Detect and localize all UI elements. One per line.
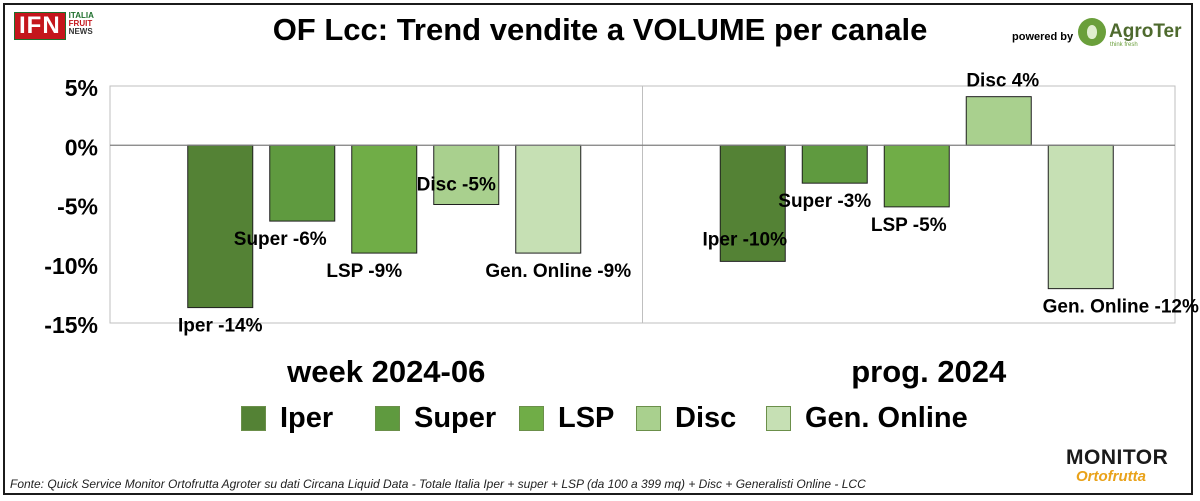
monitor-logo-line1: MONITOR: [1066, 446, 1169, 469]
category-label: week 2024-06: [286, 354, 485, 389]
data-label: LSP -9%: [326, 261, 402, 282]
bar-iper: [187, 144, 254, 309]
source-note: Fonte: Quick Service Monitor Ortofrutta …: [10, 477, 866, 491]
legend-item: Disc: [636, 402, 736, 435]
legend-item: Gen. Online: [766, 402, 968, 435]
data-label: Disc -5%: [417, 175, 496, 196]
bar-gen-online: [515, 144, 582, 254]
legend-swatch: [636, 406, 661, 431]
legend-swatch: [519, 406, 544, 431]
ifn-logo: IFN ITALIA FRUIT NEWS: [14, 12, 94, 42]
legend-swatch: [766, 406, 791, 431]
data-label: Disc 4%: [966, 71, 1039, 92]
ifn-logo-text: ITALIA FRUIT NEWS: [69, 12, 94, 36]
legend-swatch: [375, 406, 400, 431]
data-label: Gen. Online -9%: [485, 261, 631, 282]
chart-legend: Iper Super LSP Disc Gen. Online: [0, 402, 1200, 442]
data-label: Gen. Online -12%: [1043, 297, 1199, 318]
legend-label: Iper: [280, 402, 334, 434]
legend-label: LSP: [558, 402, 615, 434]
powered-by-label: powered by: [1012, 31, 1074, 43]
bar-disc: [965, 96, 1032, 146]
data-label: Super -6%: [234, 229, 327, 250]
bar-lsp: [883, 144, 950, 208]
agroter-name: AgroTer: [1109, 21, 1182, 42]
y-tick-label: -5%: [57, 194, 98, 220]
y-tick-label: 5%: [65, 75, 98, 101]
bar-gen-online: [1047, 144, 1114, 290]
agroter-logo: AgroTer: [1078, 18, 1181, 46]
bar-chart: 5% 0% -5% -10% -15% Iper -14% Iper -10% Super -…: [44, 71, 1199, 389]
agroter-leaf-icon: [1078, 18, 1106, 46]
data-label: LSP -5%: [871, 215, 947, 236]
ifn-line-fruit: FRUIT: [68, 19, 93, 28]
legend-item: LSP: [519, 402, 614, 435]
y-tick-label: 0%: [65, 134, 98, 160]
bar-iper: [719, 144, 786, 262]
legend-label: Disc: [675, 402, 737, 434]
agroter-tagline: think fresh: [1110, 42, 1138, 48]
ifn-line-italia: ITALIA: [68, 11, 94, 20]
data-label: Super -3%: [778, 191, 871, 212]
legend-item: Super: [375, 402, 496, 435]
legend-item: Iper: [241, 402, 333, 435]
data-label: Iper -14%: [178, 316, 263, 337]
monitor-ortofrutta-logo: MONITOR Ortofrutta: [1066, 447, 1184, 487]
y-tick-label: -15%: [44, 312, 98, 338]
legend-swatch: [241, 406, 266, 431]
y-tick-label: -10%: [44, 253, 98, 279]
data-label: Iper -10%: [703, 229, 788, 250]
category-label: prog. 2024: [851, 354, 1007, 389]
bar-super: [269, 144, 336, 222]
bar-lsp: [351, 144, 418, 254]
ifn-logo-mark: IFN: [14, 12, 66, 40]
chart-title: OF Lcc: Trend vendite a VOLUME per canal…: [272, 12, 928, 47]
legend-label: Super: [414, 402, 497, 434]
bar-disc: [433, 144, 500, 205]
monitor-logo-line2: Ortofrutta: [1076, 468, 1146, 485]
bar-super: [801, 144, 868, 184]
ifn-line-news: NEWS: [68, 27, 93, 36]
legend-label: Gen. Online: [805, 402, 968, 434]
